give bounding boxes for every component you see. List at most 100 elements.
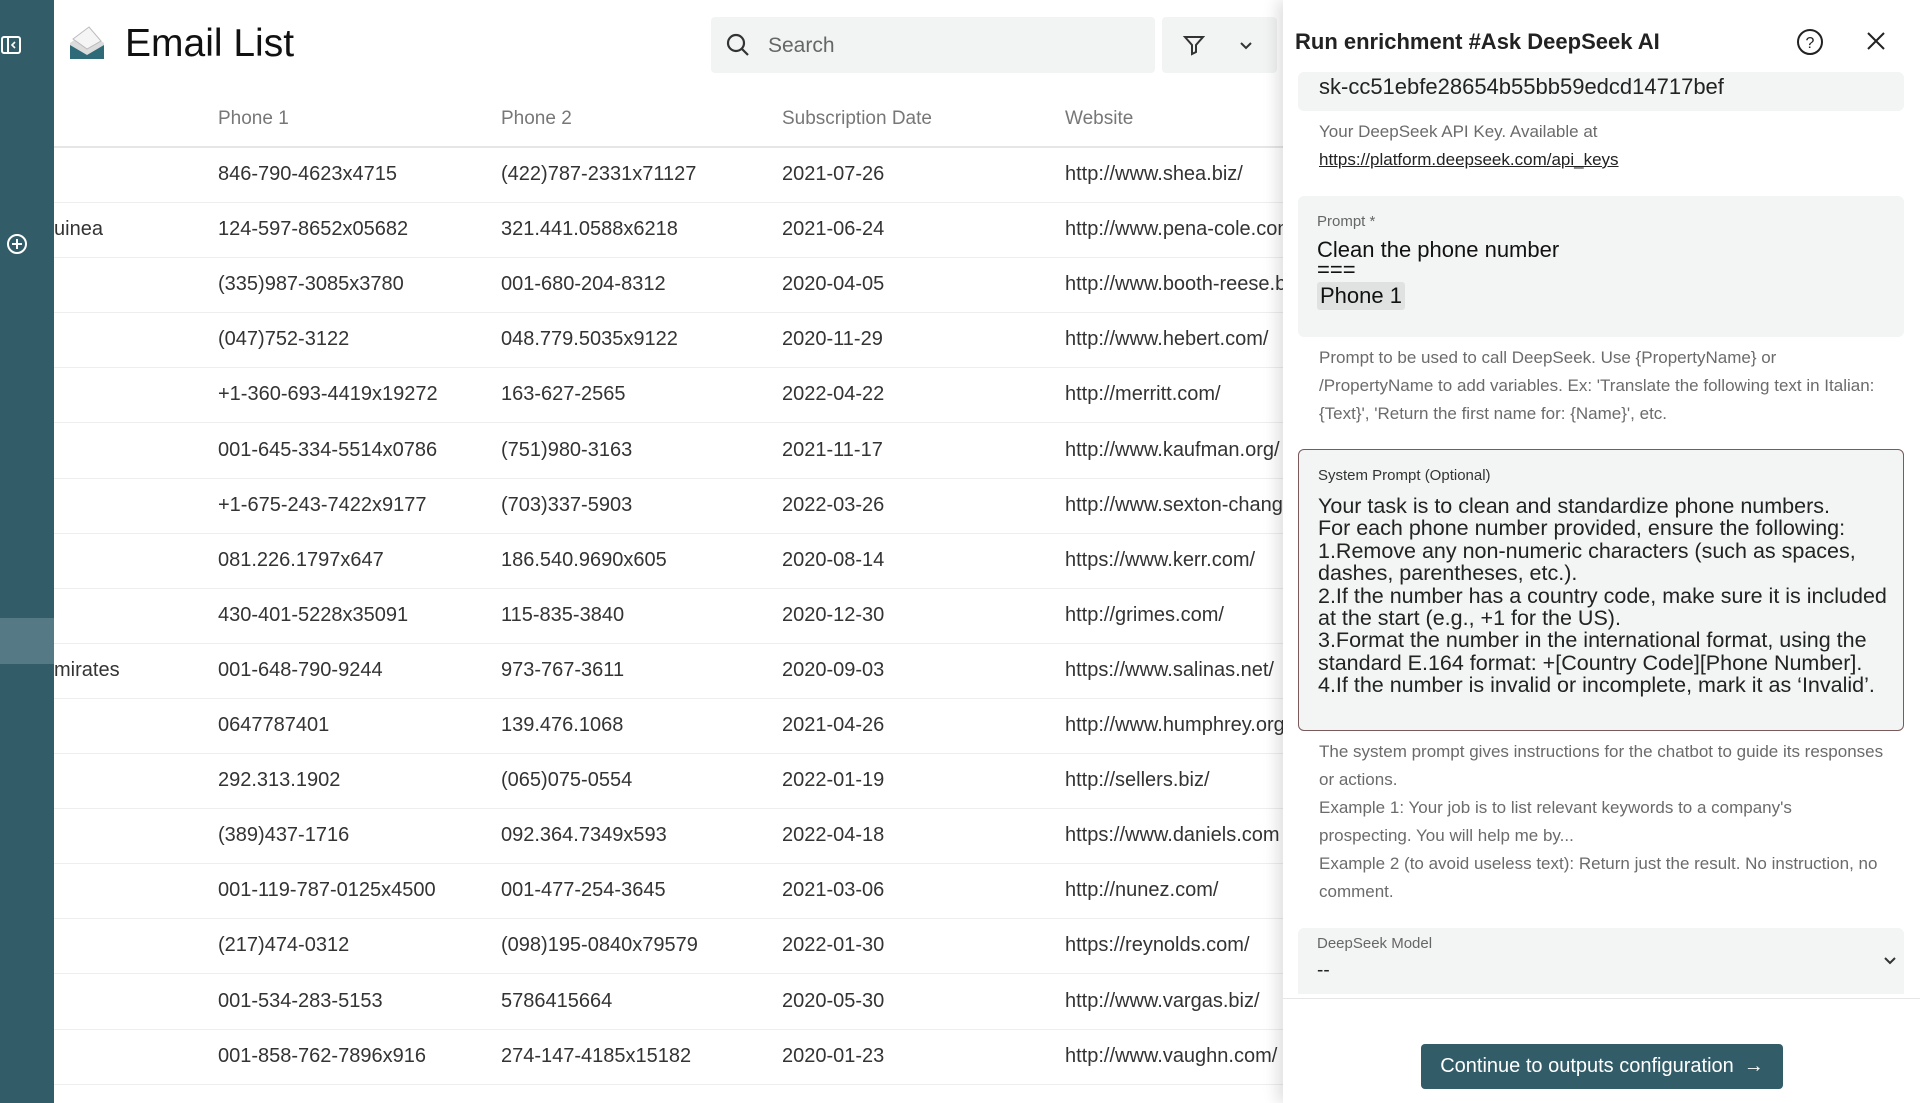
cell-phone1: 001-534-283-5153 bbox=[218, 989, 383, 1012]
table-row[interactable]: 292.313.1902 (065)075-0554 2022-01-19 http:… bbox=[54, 754, 1283, 810]
cell-website: https://reynolds.com/ bbox=[1065, 934, 1250, 957]
search-icon bbox=[726, 33, 749, 56]
cell-website: http://www.shea.biz/ bbox=[1065, 163, 1243, 185]
cell-website: http://www.vaughn.com/ bbox=[1065, 1044, 1278, 1067]
cell-phone2: (703)337-5903 bbox=[501, 493, 633, 516]
cell-phone2: (751)980-3163 bbox=[501, 438, 633, 461]
cell-date: 2020-11-29 bbox=[782, 328, 883, 351]
prompt-line: === bbox=[1317, 257, 1356, 282]
cell-date: 2021-11-17 bbox=[782, 438, 883, 461]
cell-phone2: 321.441.0588x6218 bbox=[501, 218, 678, 241]
system-prompt-text: Your task is to clean and standardize ph… bbox=[1318, 494, 1887, 698]
cell-phone1: 081.226.1797x647 bbox=[218, 548, 384, 571]
cell-website: http://www.sexton-chang bbox=[1065, 493, 1283, 516]
continue-button[interactable]: Continue to outputs configuration → bbox=[1421, 1044, 1783, 1089]
cell-phone2: 5786415664 bbox=[501, 989, 613, 1012]
cell-phone1: (335)987-3085x3780 bbox=[218, 273, 404, 296]
variable-chip[interactable]: Phone 1 bbox=[1317, 282, 1405, 310]
cell-website: http://www.vargas.biz/ bbox=[1065, 989, 1260, 1012]
column-header-subscription-date[interactable]: Subscription Date bbox=[782, 108, 932, 129]
chevron-down-icon bbox=[1884, 957, 1896, 965]
cell-date: 2022-04-18 bbox=[782, 824, 885, 847]
cell-date: 2020-01-23 bbox=[782, 1044, 885, 1067]
table-row[interactable]: 0647787401 139.476.1068 2021-04-26 http://w… bbox=[54, 699, 1283, 754]
help-icon[interactable]: ? bbox=[1796, 28, 1824, 56]
cell-phone1: (389)437-1716 bbox=[218, 824, 350, 847]
cell-phone2: 163-627-2565 bbox=[501, 383, 626, 406]
table-row[interactable]: (047)752-3122 048.779.5035x9122 2020-11-29… bbox=[54, 313, 1283, 369]
column-header-phone2[interactable]: Phone 2 bbox=[501, 108, 572, 129]
table-row[interactable]: uinea 124-597-8652x05682 321.441.0588x6218… bbox=[54, 203, 1283, 259]
model-select[interactable]: DeepSeek Model -- bbox=[1298, 928, 1904, 994]
cell-website: http://www.kaufman.org/ bbox=[1065, 438, 1280, 461]
email-list-logo-icon bbox=[70, 26, 104, 59]
cell-date: 2020-12-30 bbox=[782, 603, 885, 626]
cell-phone2: (422)787-2331x71127 bbox=[501, 163, 697, 185]
cell-website: http://www.booth-reese.biz bbox=[1065, 273, 1283, 296]
cell-website: http://nunez.com/ bbox=[1065, 879, 1219, 902]
main-content: Email List Search Phone 1 Phone 2 Subscr… bbox=[54, 0, 1283, 1103]
system-prompt-field[interactable]: System Prompt (Optional) Your task is to… bbox=[1298, 449, 1904, 731]
cell-phone1: 001-645-334-5514x0786 bbox=[218, 438, 438, 461]
table-row[interactable] bbox=[54, 1085, 1283, 1103]
cell-phone1: (047)752-3122 bbox=[218, 328, 350, 351]
prompt-field[interactable]: Prompt * Clean the phone number === Phon… bbox=[1298, 196, 1904, 337]
table-row[interactable]: 081.226.1797x647 186.540.9690x605 2020-08-… bbox=[54, 534, 1283, 589]
table-row[interactable]: 001-119-787-0125x4500 001-477-254-3645 202… bbox=[54, 864, 1283, 920]
cell-phone1: 001-648-790-9244 bbox=[218, 658, 383, 681]
model-value: -- bbox=[1317, 960, 1330, 981]
cell-phone2: (098)195-0840x79579 bbox=[501, 934, 698, 957]
table-row[interactable]: (217)474-0312 (098)195-0840x79579 2022-01-… bbox=[54, 919, 1283, 975]
table-row[interactable]: 001-534-283-5153 5786415664 2020-05-30 http… bbox=[54, 975, 1283, 1030]
filter-button[interactable] bbox=[1162, 17, 1277, 73]
system-help-line: Example 1: Your job is to list relevant … bbox=[1319, 798, 1792, 845]
close-icon[interactable] bbox=[1865, 30, 1887, 52]
cell-date: 2022-03-26 bbox=[782, 493, 885, 516]
search-input[interactable]: Search bbox=[711, 17, 1155, 73]
system-help-line: The system prompt gives instructions for… bbox=[1319, 742, 1884, 789]
model-label: DeepSeek Model bbox=[1317, 935, 1433, 952]
sidebar-item-active[interactable] bbox=[0, 618, 54, 664]
table-row[interactable]: (389)437-1716 092.364.7349x593 2022-04-18 h… bbox=[54, 809, 1283, 865]
api-key-help: Your DeepSeek API Key. Available at https… bbox=[1319, 118, 1889, 174]
cell-date: 2021-04-26 bbox=[782, 714, 885, 736]
cell-phone1: +1-360-693-4419x19272 bbox=[218, 383, 438, 406]
cell-phone2: 001-477-254-3645 bbox=[501, 879, 666, 902]
cell-date: 2022-04-22 bbox=[782, 383, 885, 406]
cell-website: http://sellers.biz/ bbox=[1065, 769, 1210, 792]
cell-phone2: 139.476.1068 bbox=[501, 714, 624, 736]
cell-website: http://www.humphrey.org bbox=[1065, 714, 1283, 736]
cell-website: https://www.salinas.net/ bbox=[1065, 658, 1274, 681]
cell-phone1: 292.313.1902 bbox=[218, 769, 341, 792]
table-row[interactable]: 846-790-4623x4715 (422)787-2331x71127 2021… bbox=[54, 148, 1283, 203]
cell-date: 2020-09-03 bbox=[782, 658, 885, 681]
table-row[interactable]: +1-360-693-4419x19272 163-627-2565 2022-04… bbox=[54, 368, 1283, 424]
column-header-phone1[interactable]: Phone 1 bbox=[218, 108, 289, 129]
add-icon[interactable] bbox=[6, 233, 28, 255]
prompt-label: Prompt * bbox=[1317, 213, 1376, 230]
table-row[interactable]: mirates 001-648-790-9244 973-767-3611 2020-… bbox=[54, 644, 1283, 699]
arrow-right-icon: → bbox=[1743, 1055, 1764, 1077]
cell-phone1: +1-675-243-7422x9177 bbox=[218, 493, 427, 516]
enrichment-panel: Run enrichment #Ask DeepSeek AI ? sk-cc5… bbox=[1283, 0, 1920, 1103]
prompt-line: Clean the phone number bbox=[1317, 237, 1560, 262]
collapse-sidebar-icon[interactable] bbox=[0, 34, 22, 56]
table-row[interactable]: 001-645-334-5514x0786 (751)980-3163 2021-1… bbox=[54, 424, 1283, 479]
cell-phone1: 0647787401 bbox=[218, 714, 330, 736]
cell-website: https://www.daniels.com bbox=[1065, 824, 1280, 847]
footer-divider bbox=[1283, 998, 1920, 999]
api-key-link[interactable]: https://platform.deepseek.com/api_keys bbox=[1319, 150, 1619, 169]
continue-label: Continue to outputs configuration bbox=[1440, 1055, 1734, 1077]
cell-date: 2020-08-14 bbox=[782, 548, 885, 571]
table-row[interactable]: (335)987-3085x3780 001-680-204-8312 2020-0… bbox=[54, 258, 1283, 314]
table-row[interactable]: 430-401-5228x35091 115-835-3840 2020-12-30… bbox=[54, 589, 1283, 644]
api-key-field[interactable]: sk-cc51ebfe28654b55bb59edcd14717bef bbox=[1298, 72, 1904, 111]
table-row[interactable]: 001-858-762-7896x916 274-147-4185x15182 20… bbox=[54, 1030, 1283, 1085]
cell-website: http://www.pena-cole.com bbox=[1065, 218, 1283, 241]
page-title: Email List bbox=[125, 22, 295, 65]
column-header-website[interactable]: Website bbox=[1065, 108, 1134, 129]
table-row[interactable]: +1-675-243-7422x9177 (703)337-5903 2022-03… bbox=[54, 479, 1283, 534]
cell-phone1: 846-790-4623x4715 bbox=[218, 163, 398, 185]
cell-phone2: 092.364.7349x593 bbox=[501, 824, 667, 847]
cell-phone1: 001-119-787-0125x4500 bbox=[218, 879, 436, 902]
